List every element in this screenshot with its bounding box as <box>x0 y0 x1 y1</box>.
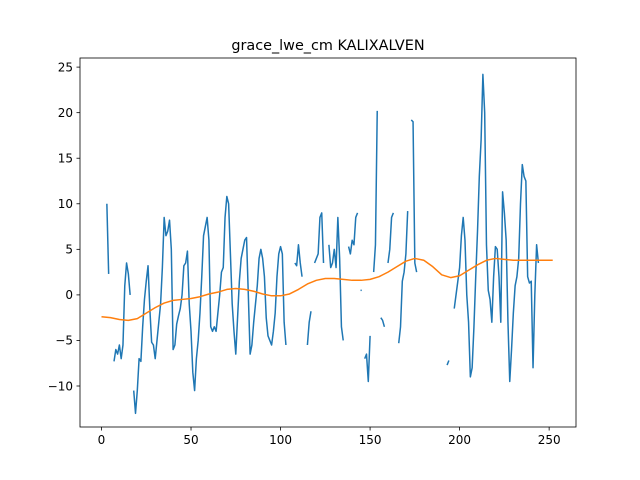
x-tick-label-250: 250 <box>538 433 561 447</box>
series-0-segment-1 <box>113 262 131 362</box>
y-tick-label--5: −5 <box>55 334 73 348</box>
y-tick-label-0: 0 <box>65 288 73 302</box>
series-0-segment-10 <box>372 110 378 273</box>
series-1-line <box>101 257 553 322</box>
series-0-segment-2 <box>132 195 287 415</box>
y-tick-label--10: −10 <box>48 379 73 393</box>
x-tick-label-50: 50 <box>183 433 198 447</box>
series-0-segment-7 <box>347 212 359 255</box>
y-tick-label-25: 25 <box>58 60 73 74</box>
series-0-segment-4 <box>306 311 312 346</box>
series-0-segment-5 <box>313 212 325 264</box>
series-0-segment-9 <box>364 335 371 383</box>
series-0-segment-13 <box>397 211 409 344</box>
chart-title: grace_lwe_cm KALIXALVEN <box>231 38 424 54</box>
x-tick-label-150: 150 <box>359 433 382 447</box>
plot-area: 0 50 100 150 200 250 −10 −5 0 5 10 15 20 25 <box>48 57 577 447</box>
y-tick-label-5: 5 <box>65 243 73 257</box>
y-tick-label-20: 20 <box>58 106 73 120</box>
x-tick-label-100: 100 <box>269 433 292 447</box>
series-0-segment-0 <box>106 203 110 274</box>
y-tick-label-15: 15 <box>58 152 73 166</box>
series-0-segment-3 <box>294 244 303 277</box>
series-0-segment-11 <box>380 317 386 327</box>
series-0-segment-12 <box>387 212 395 264</box>
series-0-segment-16 <box>453 73 540 383</box>
y-tick-label-10: 10 <box>58 197 73 211</box>
series-0-segment-15 <box>446 360 450 366</box>
x-tick-label-0: 0 <box>98 433 106 447</box>
axes-frame <box>79 57 577 428</box>
series-0-segment-14 <box>410 119 418 273</box>
x-tick-label-200: 200 <box>448 433 471 447</box>
series-0-segment-6 <box>328 216 344 341</box>
